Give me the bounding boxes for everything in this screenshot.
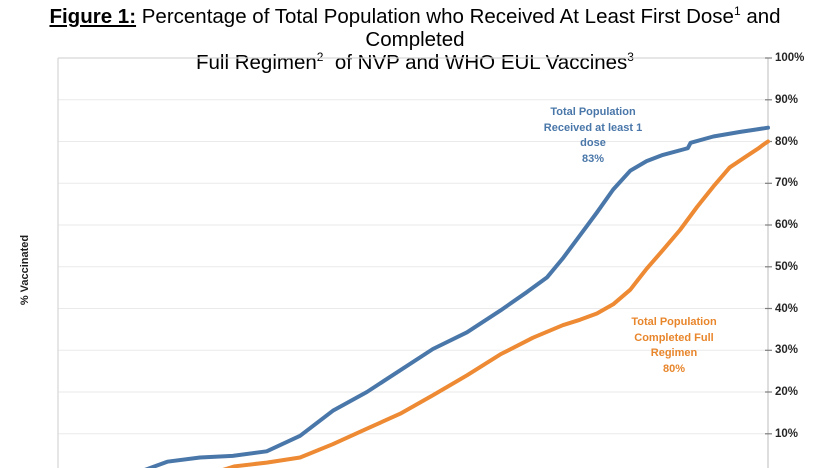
series-line-first-dose (144, 125, 770, 468)
y-tick-label-50: 50% (775, 260, 799, 273)
y-axis-title: % Vaccinated (19, 234, 31, 306)
figure-title: Figure 1: Percentage of Total Population… (0, 5, 830, 74)
footnote-marker-2: 2 (316, 50, 324, 65)
figure-number-label: Figure 1: (49, 5, 137, 28)
annotation-received-first-dose: Total Population Received at least 1 dos… (543, 106, 643, 165)
title-text-2: and Completed (365, 5, 787, 51)
y-tick-label-90: 90% (775, 93, 799, 106)
y-tick-label-70: 70% (775, 177, 799, 190)
y-tick-label-20: 20% (775, 386, 799, 398)
y-tick-label-60: 60% (775, 219, 799, 231)
annotation-completed-full-regimen: Total Population Completed Full Regimen … (631, 316, 717, 375)
title-text-3: Full Regimen (196, 51, 317, 74)
footnote-marker-1: 1 (733, 4, 741, 19)
title-text-4: of NVP and WHO EUL Vaccines (323, 51, 628, 74)
series-line-full-regimen (222, 139, 770, 468)
y-tick-label-100: 100% (775, 52, 805, 64)
y-tick-label-80: 80% (775, 135, 799, 148)
title-text-1: Percentage of Total Population who Recei… (136, 5, 734, 28)
y-tick-label-10: 10% (775, 427, 799, 440)
y-tick-label-40: 40% (775, 302, 799, 315)
y-tick-label-30: 30% (775, 344, 799, 357)
footnote-marker-3: 3 (627, 50, 634, 65)
